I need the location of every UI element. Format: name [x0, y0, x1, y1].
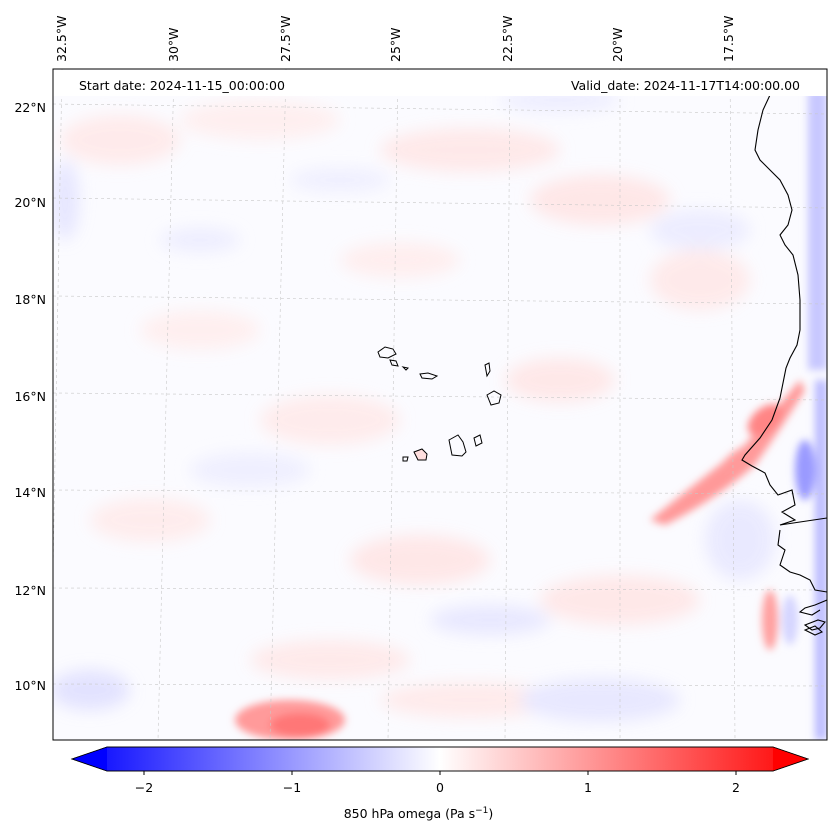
lon-label: 17.5°W: [721, 16, 736, 62]
colorbar-ticks: −2 −1 0 1 2: [135, 771, 740, 795]
lat-label: 12°N: [14, 583, 46, 598]
colorbar-tick-label: −2: [135, 780, 153, 795]
lon-label: 20°W: [610, 27, 625, 62]
map-frame: [52, 68, 828, 741]
lat-label: 20°N: [14, 195, 46, 210]
colorbar-label: 850 hPa omega (Pa s−1): [0, 806, 837, 821]
gridlines: [53, 69, 827, 740]
valid-date: Valid_date: 2024-11-17T14:00:00.00: [570, 78, 800, 93]
colorbar-bar: [70, 746, 810, 772]
lon-label: 25°W: [388, 27, 403, 62]
lat-label: 14°N: [14, 485, 46, 500]
longitude-labels: 32.5°W 30°W 27.5°W 25°W 22.5°W 20°W 17.5…: [54, 16, 736, 62]
colorbar-tick-label: 2: [732, 780, 740, 795]
colorbar-label-exp: −1: [475, 806, 489, 816]
lon-label: 27.5°W: [278, 16, 293, 62]
cape-verde-islands: [377, 346, 502, 462]
lat-label: 16°N: [14, 389, 46, 404]
colorbar-extend-high: [773, 747, 808, 771]
lon-label: 32.5°W: [54, 16, 69, 62]
colorbar-tick-label: 0: [436, 780, 444, 795]
lon-label: 30°W: [166, 27, 181, 62]
lat-label: 18°N: [14, 292, 46, 307]
lat-label: 10°N: [14, 678, 46, 693]
lat-label: 22°N: [14, 100, 46, 115]
omega-field: [53, 69, 827, 740]
colorbar-label-end: ): [488, 806, 494, 822]
colorbar-extend-low: [72, 747, 107, 771]
lon-label: 22.5°W: [500, 16, 515, 62]
colorbar-label-main: 850 hPa omega (Pa s: [343, 806, 476, 822]
date-header-band: [53, 70, 827, 96]
colorbar-tick-label: −1: [283, 780, 301, 795]
coastline: [741, 94, 827, 636]
colorbar: −2 −1 0 1 2: [70, 746, 810, 795]
latitude-labels: 22°N 20°N 18°N 16°N 14°N 12°N 10°N: [14, 100, 46, 693]
colorbar-tick-label: 1: [584, 780, 592, 795]
start-date: Start date: 2024-11-15_00:00:00: [79, 78, 285, 93]
